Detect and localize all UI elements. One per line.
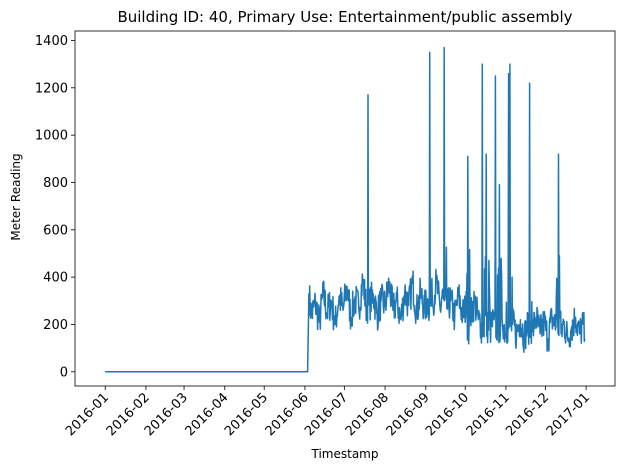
plot-frame <box>74 30 616 387</box>
x-tick-label: 2016-12 <box>503 390 552 439</box>
x-tick-label: 2017-01 <box>544 390 593 439</box>
chart-title: Building ID: 40, Primary Use: Entertainm… <box>117 8 572 26</box>
x-tick-label: 2016-01 <box>63 390 112 439</box>
x-tick-label: 2016-07 <box>302 390 351 439</box>
y-axis-ticks: 0 200 400 600 800 1000 1200 1400 <box>35 34 75 380</box>
y-tick-label: 400 <box>43 271 68 286</box>
x-tick-label: 2016-05 <box>222 390 271 439</box>
x-tick-label: 2016-08 <box>343 390 392 439</box>
x-axis-ticks: 2016-012016-022016-032016-042016-052016-… <box>63 386 593 439</box>
series-layer <box>105 46 586 373</box>
y-tick-label: 600 <box>43 223 68 238</box>
y-tick-label: 1200 <box>35 81 68 96</box>
y-tick-label: 0 <box>60 365 68 380</box>
x-axis-label: Timestamp <box>311 447 379 461</box>
y-tick-label: 1400 <box>35 34 68 49</box>
y-tick-label: 800 <box>43 176 68 191</box>
series-line-0 <box>105 46 586 373</box>
y-axis-label: Meter Reading <box>9 153 23 240</box>
x-tick-label: 2016-10 <box>423 390 472 439</box>
y-tick-label: 1000 <box>35 129 68 144</box>
axes <box>74 30 616 387</box>
y-tick-label: 200 <box>43 318 68 333</box>
